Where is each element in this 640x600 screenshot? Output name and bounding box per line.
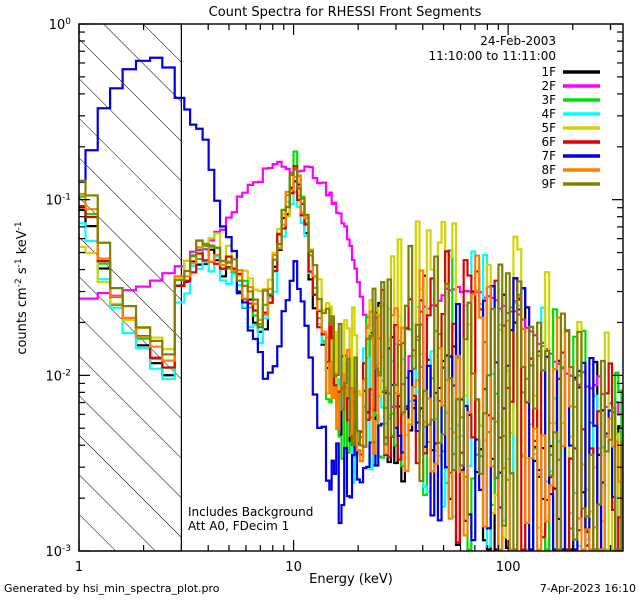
- x-axis-ticks: 1 10 100: [75, 24, 612, 575]
- legend-label-3F: 3F: [541, 93, 556, 107]
- legend-label-9F: 9F: [541, 177, 556, 191]
- legend-label-1F: 1F: [541, 65, 556, 79]
- y-axis-ticks: 100 10-1 10-2 10-3: [45, 17, 623, 560]
- y-tick-label: 10-2: [45, 368, 71, 384]
- footer-generator: Generated by hsi_min_spectra_plot.pro: [4, 582, 220, 595]
- x-tick-label: 100: [496, 560, 521, 575]
- annotation-line-1: Includes Background: [188, 505, 313, 519]
- x-tick-label: 1: [75, 560, 83, 575]
- legend-label-4F: 4F: [541, 107, 556, 121]
- hatch-rect: [78, 23, 182, 552]
- page-title: Count Spectra for RHESSI Front Segments: [209, 5, 482, 20]
- footer-timestamp: 7-Apr-2023 16:10: [540, 582, 636, 595]
- y-tick-label: 10-1: [45, 193, 71, 209]
- observation-time-range: 11:10:00 to 11:11:00: [429, 49, 556, 63]
- legend-label-2F: 2F: [541, 79, 556, 93]
- series-line-5F: [79, 191, 623, 551]
- legend-label-5F: 5F: [541, 121, 556, 135]
- y-tick-label: 10-3: [45, 544, 71, 560]
- excluded-band-hatch: [78, 23, 182, 552]
- annotation-line-2: Att A0, FDecim 1: [188, 519, 289, 533]
- legend-label-6F: 6F: [541, 135, 556, 149]
- svg-text:counts cm-2 s-1 keV-1: counts cm-2 s-1 keV-1: [14, 221, 30, 354]
- y-axis-label: counts cm-2 s-1 keV-1: [14, 221, 30, 354]
- legend-label-7F: 7F: [541, 149, 556, 163]
- x-axis-label: Energy (keV): [309, 572, 393, 587]
- y-tick-label: 100: [49, 17, 72, 33]
- x-tick-label: 10: [285, 560, 302, 575]
- observation-date: 24-Feb-2003: [480, 34, 556, 48]
- spectra-series-group: [79, 56, 623, 551]
- plot-frame: [78, 23, 624, 552]
- series-line-9F: [79, 167, 623, 551]
- legend-label-8F: 8F: [541, 163, 556, 177]
